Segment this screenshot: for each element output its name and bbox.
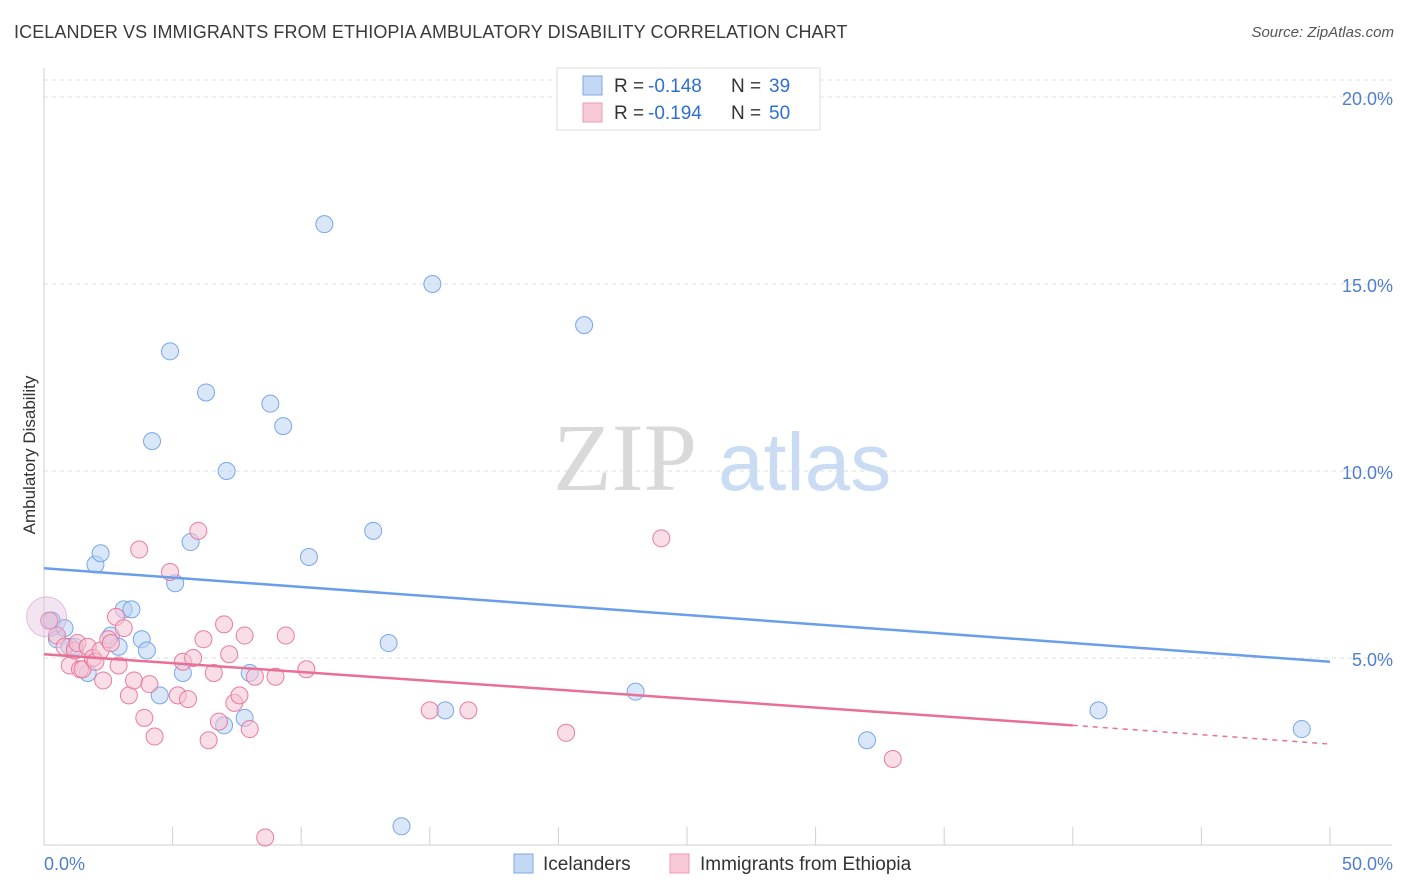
point-icelanders — [1292, 720, 1311, 739]
point-icelanders — [858, 731, 877, 750]
point-cluster — [26, 596, 68, 638]
point-ethiopia — [266, 667, 285, 686]
point-icelanders — [261, 394, 280, 413]
point-ethiopia — [135, 708, 154, 727]
point-ethiopia — [114, 619, 133, 638]
watermark-zip: ZIP — [553, 404, 697, 511]
point-ethiopia — [101, 634, 120, 653]
legend-n-label-1: N = — [731, 76, 761, 97]
point-icelanders — [137, 641, 156, 660]
point-icelanders — [392, 817, 411, 836]
point-ethiopia — [235, 626, 254, 645]
legend-swatch-ethiopia — [582, 102, 603, 123]
legend-bottom-swatch-ethiopia — [669, 853, 690, 874]
point-icelanders — [1089, 701, 1108, 720]
point-ethiopia — [209, 712, 228, 731]
x-tick-label-max: 50.0% — [1342, 854, 1393, 874]
point-icelanders — [626, 682, 645, 701]
trend-line-icelanders — [43, 566, 1331, 663]
point-ethiopia — [109, 656, 128, 675]
gridlines — [44, 79, 1392, 659]
point-ethiopia — [276, 626, 295, 645]
point-icelanders — [379, 634, 398, 653]
point-icelanders — [217, 462, 236, 480]
legend-r-value-1: -0.148 — [648, 76, 702, 97]
point-ethiopia — [125, 671, 144, 690]
point-icelanders — [364, 521, 383, 540]
source-label: Source: ZipAtlas.com — [1251, 24, 1394, 41]
point-ethiopia — [215, 615, 234, 634]
point-ethiopia — [130, 540, 149, 559]
watermark-atlas: atlas — [718, 417, 891, 508]
legend-r-label-1: R = — [614, 76, 644, 97]
point-icelanders — [143, 432, 162, 451]
point-ethiopia — [883, 749, 902, 768]
data-points — [26, 215, 1311, 847]
point-ethiopia — [94, 671, 113, 690]
point-ethiopia — [230, 686, 249, 705]
legend-bottom-label-icelanders: Icelanders — [543, 854, 631, 875]
point-icelanders — [423, 275, 442, 293]
point-icelanders — [161, 342, 180, 361]
point-icelanders — [274, 417, 293, 436]
y-tick-label: 10.0% — [1342, 463, 1393, 483]
point-ethiopia — [204, 663, 223, 682]
point-icelanders — [150, 686, 169, 705]
legend-top: R = -0.148 N = 39 R = -0.194 N = 50 — [556, 67, 821, 131]
point-ethiopia — [420, 701, 439, 720]
point-ethiopia — [145, 727, 164, 746]
point-icelanders — [122, 600, 141, 619]
legend-swatch-icelanders — [582, 75, 603, 96]
trend-line-ethiopia — [43, 653, 1073, 727]
legend-bottom-swatch-icelanders — [513, 853, 534, 874]
y-tick-label: 15.0% — [1342, 276, 1393, 296]
point-ethiopia — [652, 529, 671, 548]
y-tick-label: 20.0% — [1342, 89, 1393, 109]
chart-title: ICELANDER VS IMMIGRANTS FROM ETHIOPIA AM… — [14, 22, 848, 42]
point-ethiopia — [256, 828, 275, 847]
point-icelanders — [575, 316, 594, 335]
point-ethiopia — [220, 645, 239, 664]
point-ethiopia — [199, 731, 218, 750]
point-ethiopia — [119, 686, 138, 705]
axes: 5.0% 10.0% 15.0% 20.0% 0.0% 50.0% — [43, 68, 1393, 874]
point-ethiopia — [140, 675, 159, 694]
legend-bottom: Icelanders Immigrants from Ethiopia — [513, 853, 912, 875]
trend-line-ethiopia-extension — [1072, 724, 1331, 745]
point-icelanders — [436, 701, 455, 720]
legend-r-label-2: R = — [614, 103, 644, 124]
point-ethiopia — [189, 521, 208, 540]
point-ethiopia — [245, 667, 264, 686]
point-ethiopia — [297, 660, 316, 679]
legend-n-value-1: 39 — [769, 76, 790, 97]
point-ethiopia — [184, 649, 203, 667]
point-ethiopia — [194, 630, 213, 649]
trend-lines — [43, 566, 1331, 745]
y-axis-label: Ambulatory Disability — [20, 375, 39, 534]
legend-n-value-2: 50 — [769, 103, 790, 124]
legend-bottom-label-ethiopia: Immigrants from Ethiopia — [700, 854, 912, 875]
point-icelanders — [315, 215, 334, 234]
point-ethiopia — [459, 701, 478, 720]
point-ethiopia — [240, 720, 259, 739]
point-icelanders — [299, 548, 318, 567]
legend-n-label-2: N = — [731, 103, 761, 124]
x-tick-label-min: 0.0% — [44, 854, 85, 874]
point-ethiopia — [179, 690, 198, 709]
point-icelanders — [197, 383, 216, 402]
point-ethiopia — [557, 723, 576, 742]
point-ethiopia — [40, 611, 59, 630]
legend-r-value-2: -0.194 — [648, 103, 702, 124]
point-icelanders — [91, 544, 110, 563]
y-tick-label: 5.0% — [1352, 650, 1393, 670]
